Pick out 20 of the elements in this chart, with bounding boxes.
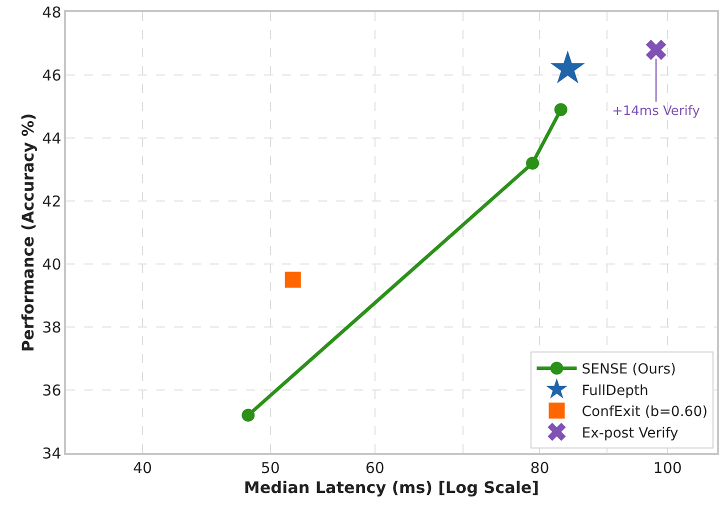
legend-label: Ex-post Verify bbox=[582, 425, 678, 442]
annotation: +14ms Verify bbox=[612, 104, 700, 119]
x-tick-label: 50 bbox=[260, 458, 280, 477]
x-axis-title: Median Latency (ms) [Log Scale] bbox=[244, 478, 540, 497]
y-tick-label: 40 bbox=[42, 255, 62, 274]
x-tick-label: 100 bbox=[653, 458, 682, 477]
x-tick-label: 60 bbox=[365, 458, 384, 477]
y-tick-label: 48 bbox=[42, 3, 62, 22]
y-tick-label: 36 bbox=[42, 381, 62, 400]
y-axis-title: Performance (Accuracy %) bbox=[18, 113, 38, 352]
legend-label: FullDepth bbox=[582, 382, 648, 399]
y-tick-label: 44 bbox=[42, 129, 62, 148]
legend-label: ConfExit (b=0.60) bbox=[582, 404, 708, 420]
x-tick-label: 80 bbox=[530, 458, 550, 477]
y-tick-label: 38 bbox=[42, 318, 62, 336]
legend-label: SENSE (Ours) bbox=[582, 362, 676, 378]
y-tick-label: 34 bbox=[42, 444, 62, 462]
y-tick-label: 42 bbox=[42, 192, 62, 210]
x-tick-label: 40 bbox=[132, 458, 152, 477]
y-tick-label: 46 bbox=[42, 66, 62, 84]
